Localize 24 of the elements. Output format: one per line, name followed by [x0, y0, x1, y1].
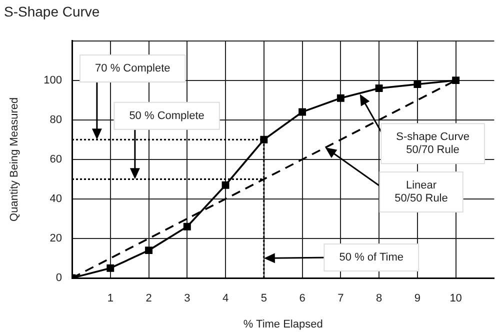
- y-tick-label: 40: [50, 192, 62, 205]
- x-tick-label: 4: [222, 292, 229, 305]
- y-tick-label: 60: [50, 153, 62, 166]
- x-tick-label: 5: [260, 292, 267, 305]
- x-tick-label: 7: [338, 292, 344, 305]
- y-tick-label: 0: [56, 272, 62, 284]
- x-tick-label: 6: [299, 292, 306, 305]
- y-axis-title: Quantity Being Measured: [8, 97, 21, 222]
- annotation: 50 % Complete: [129, 110, 204, 122]
- x-tick-label: 9: [414, 292, 420, 305]
- annotation: 70 % Complete: [95, 62, 170, 75]
- annotation: 50 % of Time: [339, 251, 404, 264]
- x-tick-label: 3: [184, 292, 190, 305]
- x-tick-label: 2: [146, 292, 152, 305]
- chart-title: S-Shape Curve: [4, 3, 100, 20]
- y-tick-label: 100: [44, 74, 62, 86]
- x-axis-title: % Time Elapsed: [243, 318, 323, 330]
- y-tick-label: 20: [50, 232, 62, 244]
- x-tick-label: 8: [376, 292, 382, 305]
- x-tick-label: 1: [107, 292, 114, 305]
- annotation: Linear 50/50 Rule: [394, 180, 448, 205]
- annotation: S-shape Curve 50/70 Rule: [396, 131, 470, 156]
- y-tick-label: 80: [50, 114, 62, 126]
- x-tick-label: 10: [450, 292, 462, 305]
